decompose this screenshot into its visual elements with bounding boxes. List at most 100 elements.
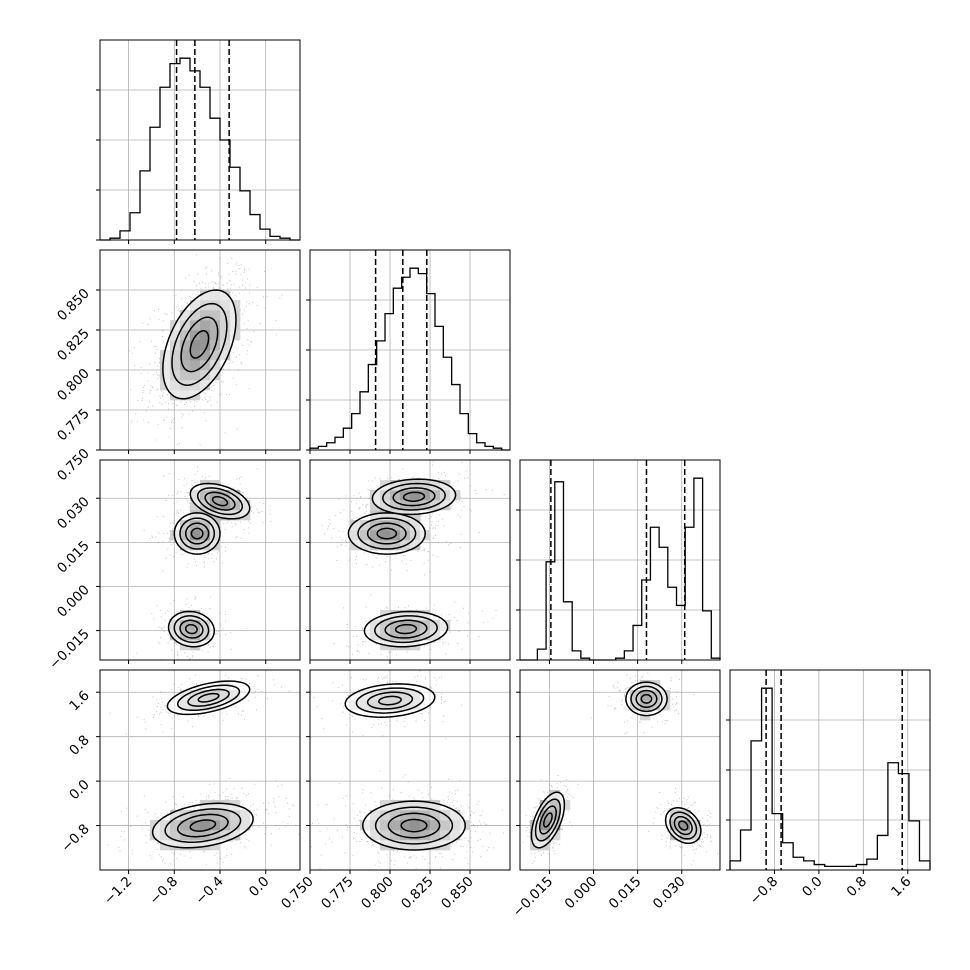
contour-line: [678, 820, 689, 831]
contour-line: [362, 800, 466, 851]
contour-line: [176, 813, 229, 838]
density-layer: [321, 461, 505, 658]
contour-line: [530, 791, 566, 849]
y-tick-label: −0.8: [58, 821, 92, 855]
contour-line: [344, 683, 436, 718]
contour-line: [164, 808, 242, 843]
histogram-panel: [96, 39, 301, 244]
contour-line: [394, 623, 418, 635]
y-tick-label: 0.000: [54, 582, 93, 621]
panel-frame: [309, 669, 511, 871]
y-tick-label: 0.800: [54, 366, 93, 405]
panel-frame: [519, 669, 721, 871]
histogram-panel: −0.8 0.0 0.8 1.6: [726, 669, 931, 908]
panel-frame: [309, 459, 511, 661]
density-layer: [107, 674, 300, 870]
contour-line: [366, 522, 407, 545]
contour-line: [184, 623, 198, 635]
density-layer: [310, 670, 504, 870]
contour-line: [630, 685, 663, 713]
x-tick-label: 0.750: [278, 874, 317, 913]
contour-line: [366, 691, 414, 710]
histogram-step: [100, 57, 300, 241]
contour-line: [363, 610, 449, 648]
panel-frame: [309, 249, 511, 451]
panel-frame: [729, 669, 931, 871]
panel-frame: [99, 669, 301, 871]
contour-line: [400, 818, 428, 833]
x-tick-label: −1.2: [101, 874, 135, 908]
contour-line: [402, 491, 426, 502]
contour-line: [180, 316, 219, 373]
y-tick-label: 0.750: [54, 446, 93, 485]
x-tick-label: 0.800: [358, 874, 397, 913]
contour-line: [189, 819, 217, 832]
contour-line: [179, 517, 216, 550]
panel-frame: [99, 39, 301, 241]
x-tick-label: 1.6: [888, 874, 915, 901]
density-cell: [560, 800, 571, 811]
contour-line: [534, 798, 562, 842]
y-tick-label: −0.015: [46, 626, 93, 673]
contour-line: [673, 815, 693, 836]
histogram-step: [520, 477, 721, 661]
contour-line: [357, 517, 417, 550]
density-panel: −1.2 −0.8 −0.4 0.0 −0.8 0.0 0.8 1.6: [58, 669, 301, 908]
contour-line: [374, 806, 454, 845]
contour-line: [197, 692, 220, 703]
contour-line: [392, 487, 436, 507]
contour-line: [179, 619, 204, 639]
y-tick-label: 0.030: [54, 494, 93, 533]
y-tick-label: 0.015: [54, 538, 93, 577]
x-tick-label: −0.4: [192, 874, 226, 908]
panel-frame: [519, 459, 721, 661]
x-tick-label: −0.8: [147, 874, 181, 908]
x-tick-label: 0.8: [844, 874, 871, 901]
contour-line: [166, 680, 251, 716]
contour-line: [151, 802, 254, 849]
y-tick-label: 0.775: [54, 406, 93, 445]
x-tick-label: 0.775: [318, 874, 357, 913]
contour-line: [196, 487, 244, 516]
contour-line: [387, 812, 441, 839]
x-tick-label: 0.0: [246, 874, 273, 901]
panel-frame: [99, 459, 301, 661]
contour-line: [664, 807, 702, 845]
x-tick-label: −0.8: [747, 874, 781, 908]
density-cell: [230, 300, 241, 311]
contour-line: [162, 289, 237, 400]
contour-line: [173, 512, 221, 555]
contour-line: [173, 615, 210, 644]
histogram-panel: [516, 459, 721, 664]
y-tick-label: 1.6: [66, 688, 93, 715]
scatter-points: [310, 670, 504, 870]
contour-line: [204, 491, 236, 511]
contour-line: [538, 805, 557, 835]
contour-line: [184, 522, 210, 545]
contour-line: [347, 512, 426, 555]
contour-line: [176, 684, 241, 712]
y-tick-label: 0.0: [66, 777, 93, 804]
histogram-step: [729, 687, 931, 870]
density-panel: [306, 459, 511, 664]
x-tick-label: −0.015: [510, 874, 557, 921]
contour-line: [189, 330, 210, 359]
y-tick-label: 0.825: [54, 326, 93, 365]
contour-line: [187, 688, 230, 707]
x-tick-label: 0.825: [398, 874, 437, 913]
y-tick-label: 0.8: [66, 732, 93, 759]
contour-line: [374, 615, 438, 644]
density-layer: [128, 250, 283, 446]
contour-line: [669, 811, 698, 840]
x-tick-label: 0.015: [606, 874, 645, 913]
density-layer: [520, 672, 719, 866]
contour-line: [211, 496, 229, 507]
contour-line: [190, 527, 204, 540]
x-tick-label: 0.850: [438, 874, 477, 913]
x-tick-label: 0.030: [650, 874, 689, 913]
contour-line: [382, 482, 446, 511]
